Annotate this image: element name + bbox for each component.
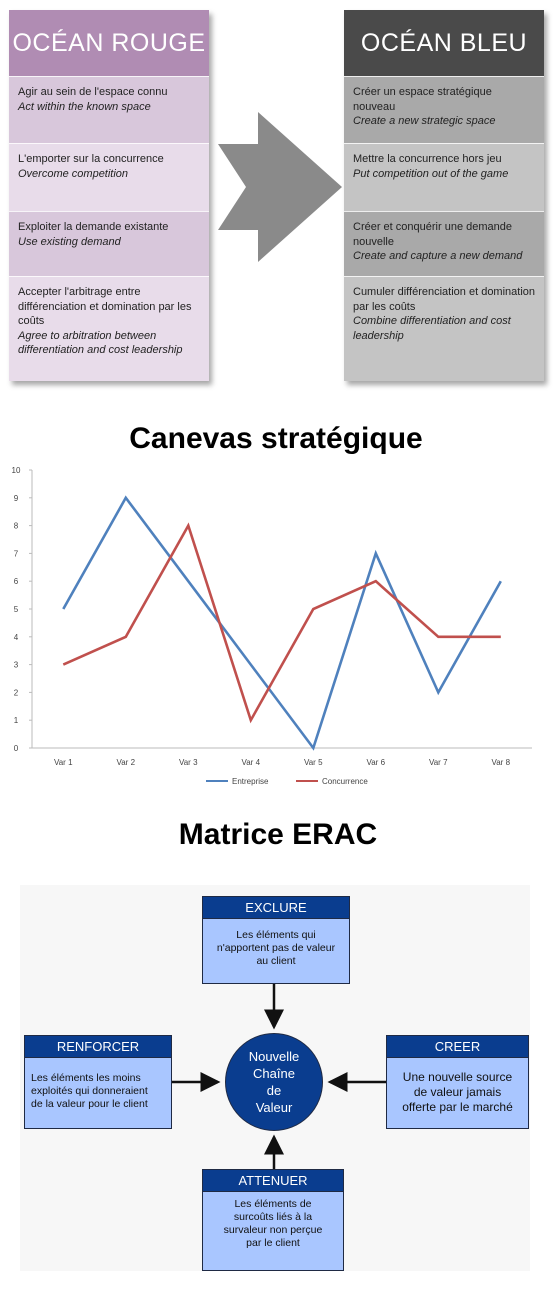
y-tick-label: 6 — [14, 577, 19, 586]
y-tick-label: 9 — [14, 494, 19, 503]
blue-item-en: Create and capture a new demand — [353, 250, 523, 262]
red-item-en: Use existing demand — [18, 235, 121, 248]
blue-ocean-item: Cumuler différenciation et domination pa… — [344, 276, 544, 381]
legend-label: Entreprise — [232, 777, 269, 786]
red-item-en: Overcome competition — [18, 167, 129, 180]
y-tick-label: 2 — [14, 688, 19, 697]
transition-arrow-icon — [218, 112, 342, 262]
y-tick-label: 1 — [14, 716, 19, 725]
x-tick-label: Var 1 — [54, 758, 73, 767]
renforcer-text: Les éléments les moins exploités qui don… — [25, 1058, 171, 1117]
blue-item-fr: Créer un espace stratégique nouveau — [353, 86, 492, 113]
erac-arrows — [172, 984, 386, 1169]
y-tick-label: 10 — [12, 466, 21, 475]
chart-title: Canevas stratégique — [129, 422, 423, 455]
blue-ocean-column: OCÉAN BLEU Créer un espace stratégique n… — [344, 10, 544, 381]
blue-item-fr: Créer et conquérir une demande nouvelle — [353, 221, 512, 248]
red-item-fr: Exploiter la demande existante — [18, 221, 169, 233]
erac-title: Matrice ERAC — [178, 818, 378, 851]
renforcer-line: exploités qui donneraient — [31, 1085, 148, 1097]
attenuer-text: Les éléments de surcoûts liés à la surva… — [203, 1192, 343, 1256]
blue-item-en: Combine differentiation and cost leaders… — [353, 315, 511, 342]
attenuer-line: Les éléments de — [234, 1198, 312, 1210]
exclure-text: Les éléments qui n'apportent pas de vale… — [203, 919, 349, 974]
attenuer-line: survaleur non perçue — [223, 1224, 323, 1236]
attenuer-title: ATTENUER — [203, 1170, 343, 1192]
x-tick-label: Var 4 — [241, 758, 260, 767]
creer-text: Une nouvelle source de valeur jamais off… — [387, 1058, 528, 1121]
attenuer-line: surcoûts liés à la — [233, 1211, 313, 1223]
strategy-canvas-chart: 0 1 2 3 4 5 6 7 8 9 10 Var 1 Var 2 Var 3 Var 4 Var 5 Var… — [12, 466, 532, 786]
y-tick-label: 5 — [14, 605, 19, 614]
series-line-concurrence — [62, 522, 501, 724]
y-tick-label: 3 — [14, 661, 19, 670]
y-tick-label: 7 — [14, 549, 19, 558]
blue-item-fr: Mettre la concurrence hors jeu — [353, 153, 502, 165]
erac-diagram: EXCLURE Les éléments qui n'apportent pas… — [20, 885, 530, 1271]
new-value-chain-circle: Nouvelle Chaîne de Valeur — [225, 1033, 323, 1131]
red-ocean-item: Agir au sein de l'espace connu Act withi… — [9, 76, 209, 143]
red-ocean-column: OCÉAN ROUGE Agir au sein de l'espace con… — [9, 10, 209, 381]
ocean-comparison: OCÉAN ROUGE Agir au sein de l'espace con… — [0, 0, 556, 398]
attenuer-box: ATTENUER Les éléments de surcoûts liés à… — [202, 1169, 344, 1271]
blue-ocean-item: Créer un espace stratégique nouveau Crea… — [344, 76, 544, 143]
y-tick-label: 4 — [14, 633, 19, 642]
blue-item-en: Create a new strategic space — [353, 115, 496, 127]
exclure-line: n'apportent pas de valeur — [216, 942, 336, 954]
center-line: de — [266, 1083, 282, 1098]
blue-item-en: Put competition out of the game — [353, 167, 509, 180]
red-ocean-item: L'emporter sur la concurrence Overcome c… — [9, 143, 209, 211]
attenuer-line: par le client — [246, 1237, 300, 1249]
center-line: Valeur — [255, 1100, 293, 1115]
center-line: Chaîne — [253, 1066, 295, 1081]
red-item-fr: L'emporter sur la concurrence — [18, 153, 164, 165]
x-tick-label: Var 3 — [179, 758, 198, 767]
creer-line: offerte par le marché — [402, 1100, 513, 1114]
red-ocean-item: Exploiter la demande existante Use exist… — [9, 211, 209, 276]
creer-box: CREER Une nouvelle source de valeur jama… — [386, 1035, 529, 1129]
x-tick-label: Var 6 — [366, 758, 385, 767]
renforcer-line: Les éléments les moins — [31, 1072, 141, 1084]
y-tick-label: 0 — [14, 744, 19, 753]
y-tick-label: 8 — [14, 522, 19, 531]
exclure-title: EXCLURE — [203, 897, 349, 919]
x-tick-label: Var 8 — [491, 758, 510, 767]
renforcer-box: RENFORCER Les éléments les moins exploit… — [24, 1035, 172, 1129]
red-item-fr: Accepter l'arbitrage entre différenciati… — [18, 286, 192, 327]
red-ocean-title: OCÉAN ROUGE — [9, 10, 209, 76]
x-tick-label: Var 2 — [116, 758, 135, 767]
legend-label: Concurrence — [322, 777, 368, 786]
erac-section: Matrice ERAC EXCLURE Les éléments qui n'… — [0, 798, 556, 1291]
blue-ocean-item: Créer et conquérir une demande nouvelle … — [344, 211, 544, 276]
blue-item-fr: Cumuler différenciation et domination pa… — [353, 286, 536, 313]
red-item-en: Act within the known space — [18, 100, 151, 113]
exclure-line: au client — [256, 955, 296, 967]
red-item-fr: Agir au sein de l'espace connu — [18, 86, 168, 98]
strategy-canvas-section: Canevas stratégique 0 1 2 3 4 5 6 7 8 9 10 Var 1 Var… — [0, 400, 556, 792]
creer-line: Une nouvelle source — [402, 1070, 513, 1084]
red-item-en: Agree to arbitration between differentia… — [18, 329, 183, 357]
red-ocean-item: Accepter l'arbitrage entre différenciati… — [9, 276, 209, 381]
exclure-box: EXCLURE Les éléments qui n'apportent pas… — [202, 896, 350, 984]
series-line-entreprise — [62, 495, 502, 751]
creer-line: de valeur jamais — [413, 1085, 502, 1099]
exclure-line: Les éléments qui — [236, 929, 316, 941]
blue-ocean-item: Mettre la concurrence hors jeu Put compe… — [344, 143, 544, 211]
creer-title: CREER — [387, 1036, 528, 1058]
x-tick-label: Var 5 — [304, 758, 323, 767]
renforcer-title: RENFORCER — [25, 1036, 171, 1058]
x-tick-label: Var 7 — [429, 758, 448, 767]
blue-ocean-title: OCÉAN BLEU — [344, 10, 544, 76]
renforcer-line: de la valeur pour le client — [31, 1098, 148, 1110]
center-line: Nouvelle — [248, 1049, 300, 1064]
